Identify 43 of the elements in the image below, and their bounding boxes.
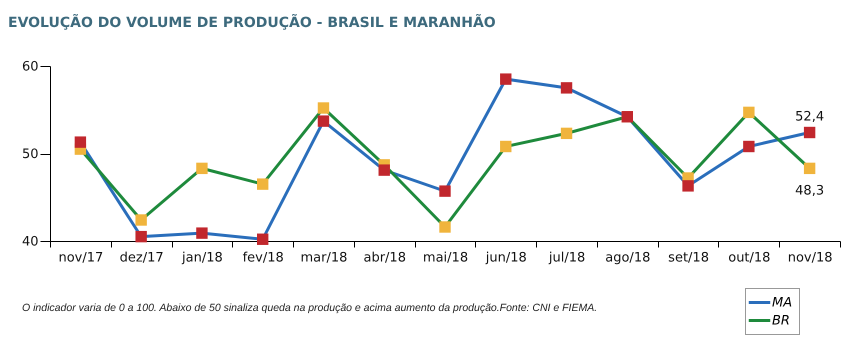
point [378, 164, 390, 176]
point [135, 214, 147, 226]
x-tick-label: nov/17 [58, 250, 104, 266]
point [743, 106, 755, 118]
y-tick-label: 40 [22, 234, 38, 250]
point [500, 140, 512, 152]
x-tick-label: mai/18 [422, 250, 468, 266]
point [256, 234, 268, 245]
x-tick-label: fev/18 [242, 250, 284, 266]
legend-label: MA [772, 296, 792, 310]
point [804, 126, 816, 138]
text: O indicador varia de 0 a 100. Abaixo de 50 sinaliza queda na produção e acima aumento da produção.Fonte: CNI e FIEMA. [22, 302, 598, 314]
x-tick-label: mar/18 [300, 250, 348, 266]
point [135, 230, 147, 242]
x-tick-label: ago/18 [605, 250, 650, 266]
point [560, 82, 572, 94]
point [560, 128, 572, 140]
point [318, 102, 330, 114]
x-tick-label: dez/17 [120, 250, 164, 266]
point [439, 221, 451, 233]
y-tick-label: 60 [22, 60, 38, 74]
point [439, 185, 451, 197]
point [500, 73, 512, 85]
point [743, 140, 755, 152]
legend-label: BR [772, 314, 790, 328]
point [74, 136, 86, 148]
x-tick-label: out/18 [728, 250, 770, 266]
point [318, 115, 330, 127]
x-tick-label: jan/18 [181, 250, 223, 266]
x-tick-label: set/18 [668, 250, 709, 266]
chart-title: EVOLUÇÃO DO VOLUME DE PRODUÇÃO - BRASIL E MARANHÃO [8, 13, 496, 31]
x-tick-label: abr/18 [363, 250, 406, 266]
point [256, 178, 268, 190]
data-label: 48,3 [795, 183, 824, 198]
x-tick-label: jul/18 [548, 250, 586, 266]
x-tick-label: nov/18 [788, 250, 833, 266]
point [196, 227, 208, 239]
y-tick-label: 50 [22, 147, 38, 162]
point [804, 162, 816, 174]
point [196, 162, 208, 174]
point [682, 180, 694, 192]
x-tick-label: jun/18 [484, 250, 527, 266]
data-label: 52,4 [795, 110, 824, 124]
